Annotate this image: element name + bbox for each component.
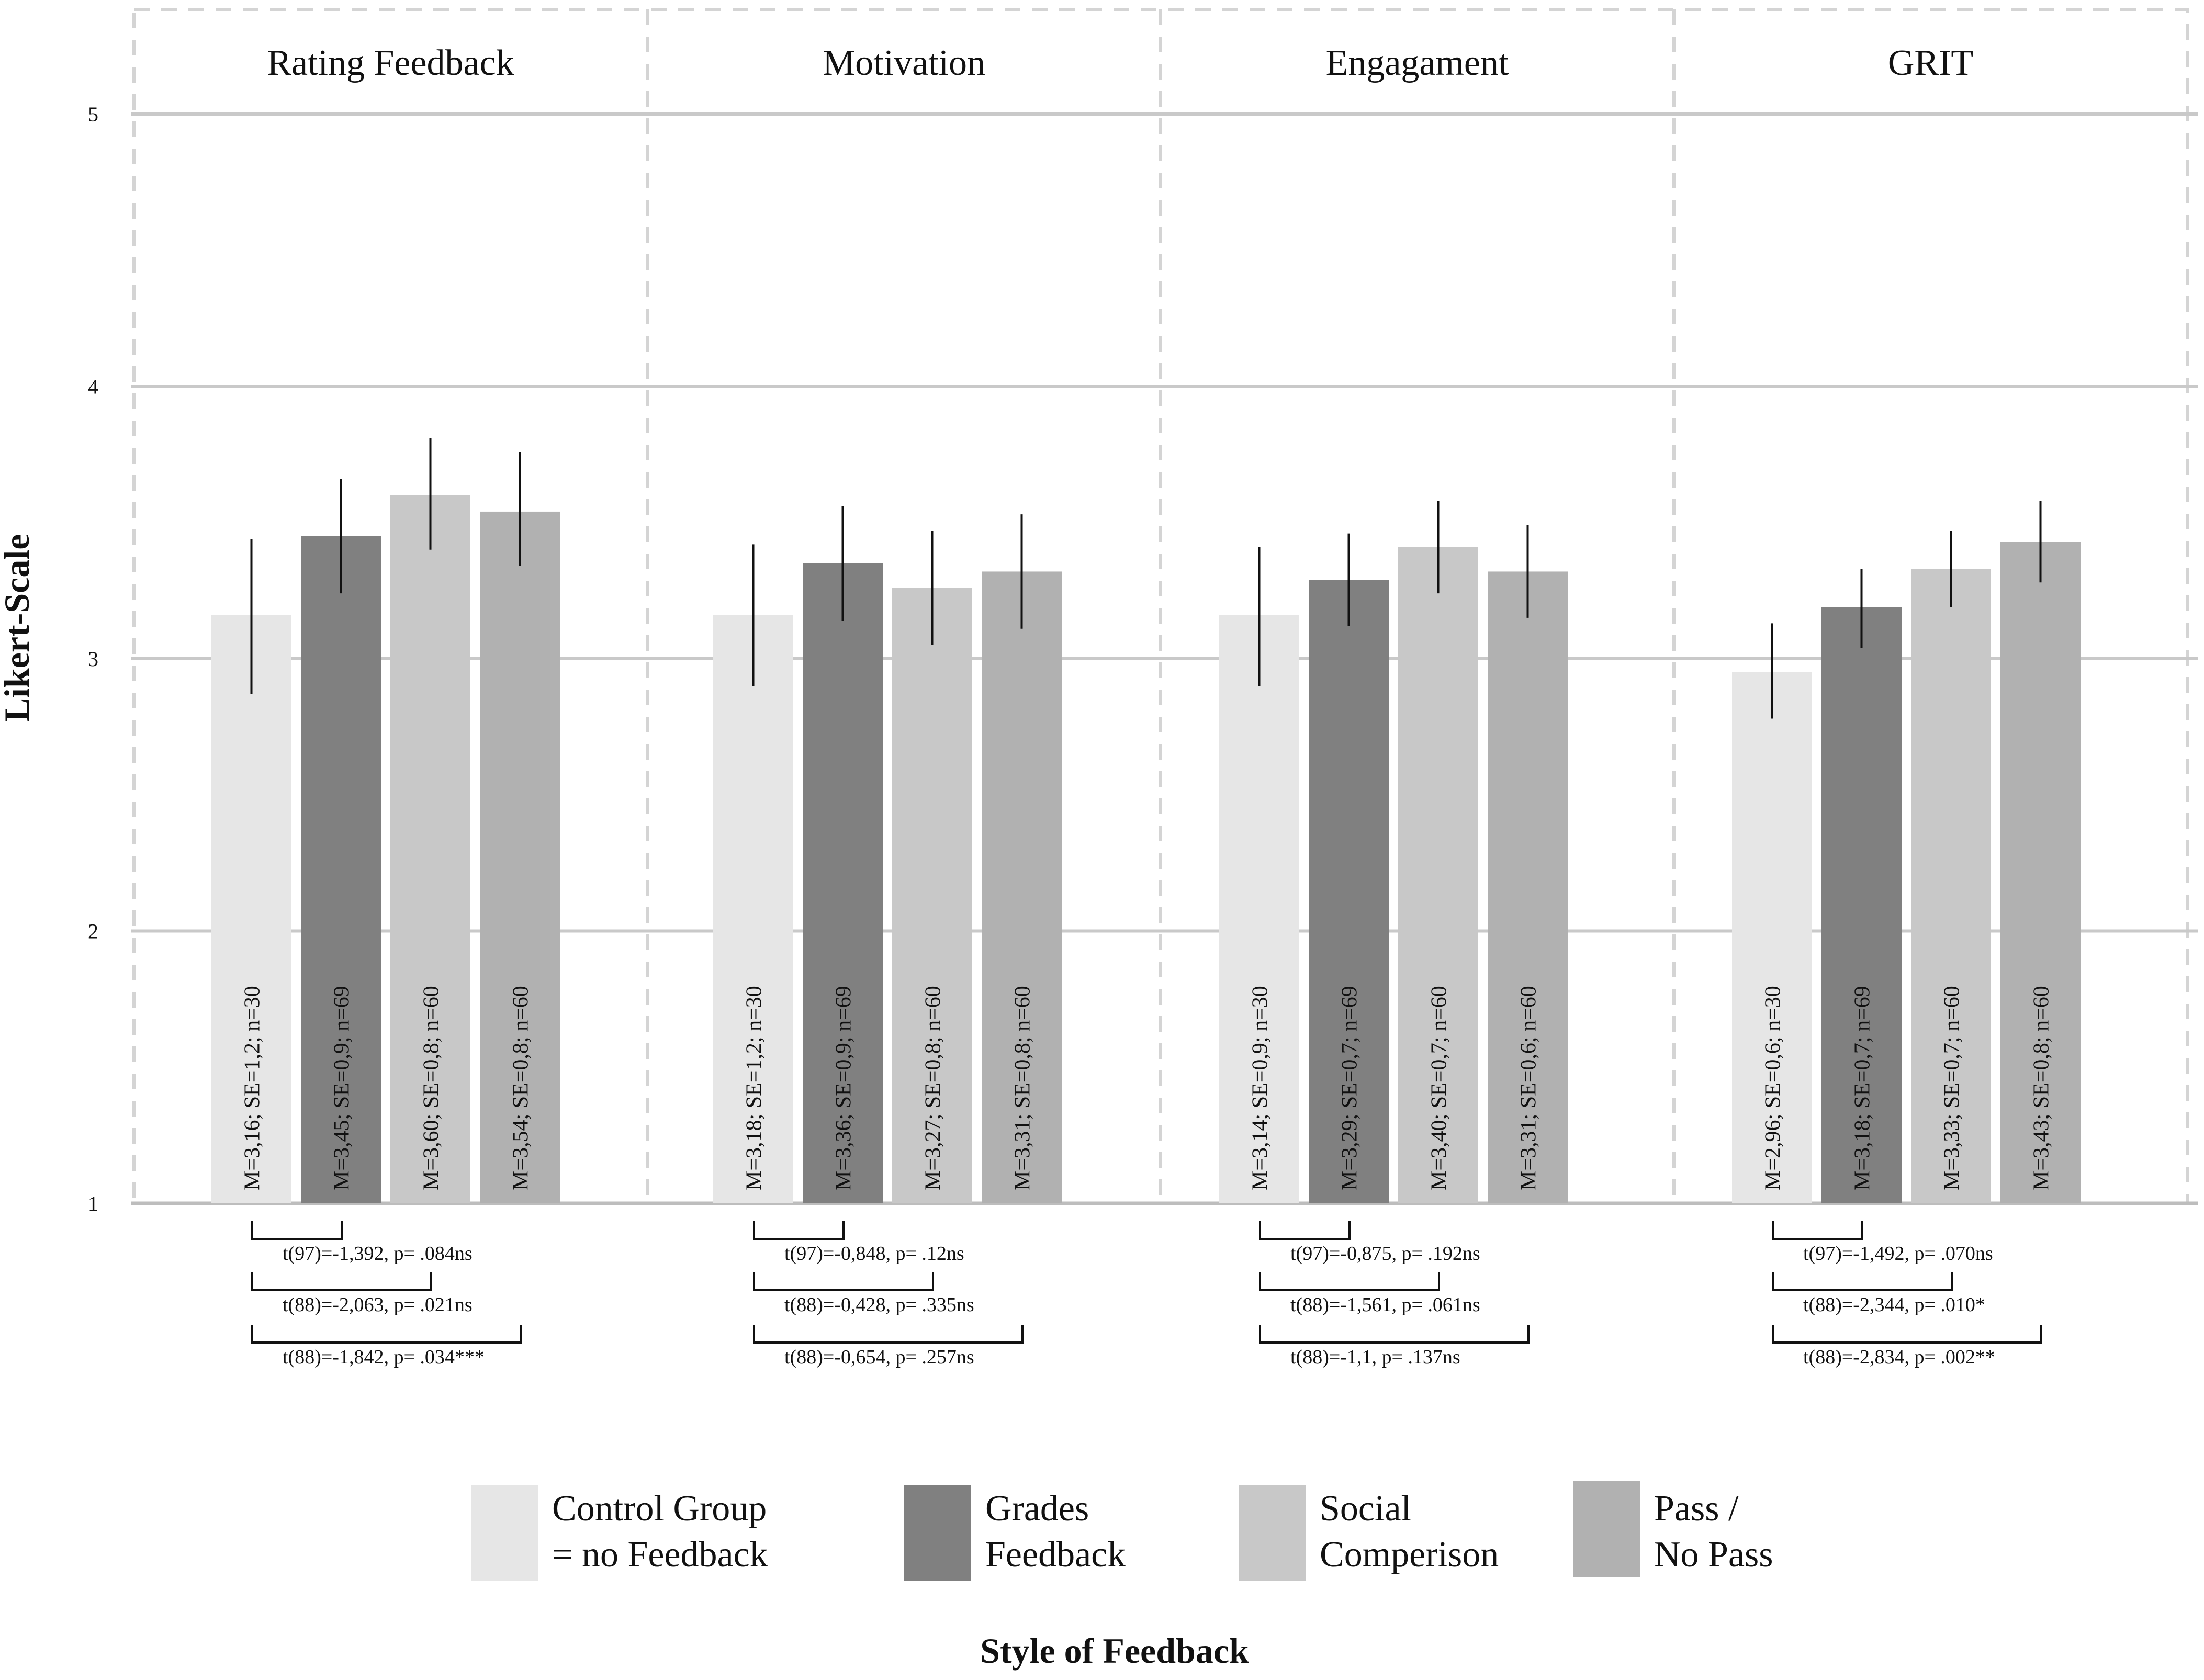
y-tick-label: 1 [88,1192,98,1215]
significance-bracket [251,1325,522,1344]
bar [2000,542,2081,1203]
bar-stat-label: M=2,96; SE=0,6; n=30 [1761,986,1785,1190]
bar [1911,569,1991,1203]
y-tick-label: 4 [88,375,98,399]
significance-label: t(88)=-1,1, p= .137ns [1290,1346,1460,1368]
bar [713,615,793,1203]
bar-stat-label: M=3,60; SE=0,8; n=60 [420,986,444,1190]
y-tick-label: 5 [88,103,98,126]
panel-title: Engagament [1326,43,1509,83]
bar-stat-label: M=3,40; SE=0,7; n=60 [1427,986,1452,1190]
legend-label: Comperison [1320,1535,1499,1575]
legend-swatch [904,1485,971,1581]
significance-label: t(88)=-2,344, p= .010* [1803,1294,1985,1316]
legend-swatch [1573,1481,1640,1577]
bar-stat-label: M=3,45; SE=0,9; n=69 [330,986,354,1190]
bar [1309,580,1389,1203]
panel-title: Motivation [823,43,985,83]
legend-label: = no Feedback [552,1535,768,1575]
bar [1732,672,1812,1203]
legend-label: Grades [985,1489,1089,1529]
legend-label: No Pass [1654,1535,1773,1575]
bar [803,563,883,1203]
significance-bracket [753,1272,934,1291]
bar-stat-label: M=3,27; SE=0,8; n=60 [921,986,946,1190]
bar-stat-label: M=3,54; SE=0,8; n=60 [509,986,533,1190]
significance-bracket [1259,1221,1351,1240]
significance-bracket [1259,1325,1530,1344]
bar-stat-label: M=3,33; SE=0,7; n=60 [1940,986,1964,1190]
significance-label: t(97)=-1,392, p= .084ns [283,1243,473,1265]
significance-label: t(97)=-1,492, p= .070ns [1803,1243,1993,1265]
significance-bracket [1772,1221,1863,1240]
panel-title: Rating Feedback [267,43,514,83]
significance-bracket [251,1272,432,1291]
bar-stat-label: M=3,18; SE=0,7; n=69 [1851,986,1875,1190]
bar [892,588,972,1203]
y-axis-label: Likert-Scale [0,534,37,722]
bar-stat-label: M=3,31; SE=0,8; n=60 [1011,986,1035,1190]
bar [1821,607,1902,1203]
bar [1488,571,1568,1203]
bar-stat-label: M=3,18; SE=1,2; n=30 [743,986,767,1190]
legend-label: Control Group [552,1489,767,1529]
bar [1219,615,1299,1203]
bar [301,536,381,1203]
bar-stat-label: M=3,14; SE=0,9; n=30 [1249,986,1273,1190]
bar [982,571,1062,1203]
bar-stat-label: M=3,43; SE=0,8; n=60 [2030,986,2054,1190]
significance-bracket [1259,1272,1440,1291]
legend-label: Social [1320,1489,1411,1529]
significance-bracket [753,1221,845,1240]
significance-label: t(88)=-0,654, p= .257ns [784,1346,974,1368]
y-tick-label: 2 [88,920,98,943]
significance-label: t(97)=-0,875, p= .192ns [1290,1243,1480,1265]
y-tick-label: 3 [88,647,98,671]
bar [390,495,470,1204]
significance-label: t(88)=-1,842, p= .034*** [283,1346,485,1368]
bar-stat-label: M=3,16; SE=1,2; n=30 [241,986,265,1190]
significance-bracket [1772,1272,1953,1291]
bar-stat-label: M=3,31; SE=0,6; n=60 [1517,986,1541,1190]
bar [480,511,560,1204]
significance-label: t(88)=-2,834, p= .002** [1803,1346,1995,1368]
significance-label: t(88)=-0,428, p= .335ns [784,1294,974,1316]
panel-title: GRIT [1888,43,1973,83]
legend-swatch [471,1485,538,1581]
legend-label: Feedback [985,1535,1126,1575]
significance-bracket [251,1221,343,1240]
bar-stat-label: M=3,36; SE=0,9; n=69 [832,986,856,1190]
significance-bracket [1772,1325,2042,1344]
significance-label: t(88)=-1,561, p= .061ns [1290,1294,1480,1316]
x-axis-label: Style of Feedback [980,1631,1249,1671]
bar [1398,547,1478,1203]
significance-label: t(88)=-2,063, p= .021ns [283,1294,473,1316]
bar [211,615,291,1203]
significance-label: t(97)=-0,848, p= .12ns [784,1243,964,1265]
bar-stat-label: M=3,29; SE=0,7; n=69 [1338,986,1362,1190]
legend-label: Pass / [1654,1489,1739,1529]
significance-bracket [753,1325,1024,1344]
legend-swatch [1239,1485,1306,1581]
